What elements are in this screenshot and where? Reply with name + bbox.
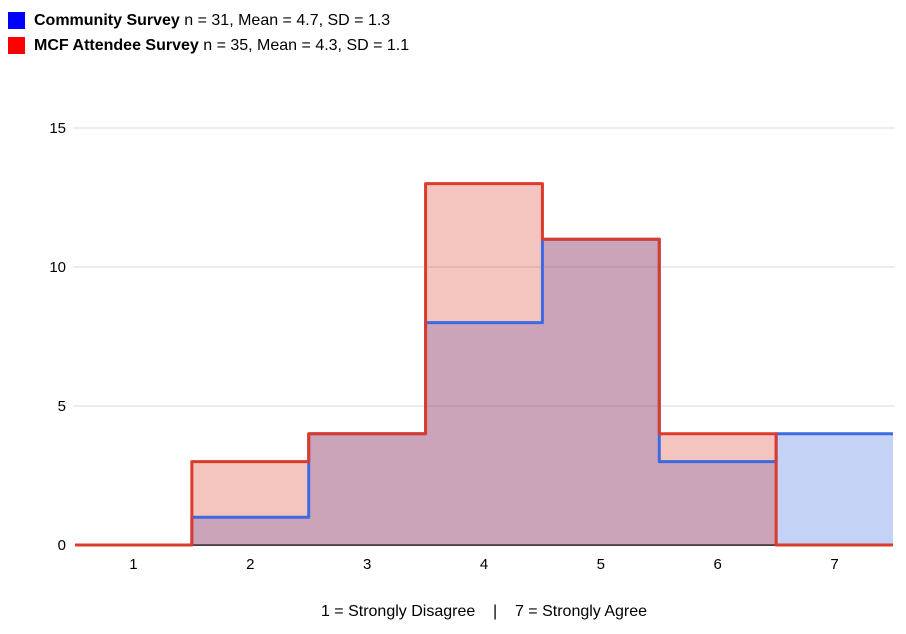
legend-item-community-survey: Community Survey n = 31, Mean = 4.7, SD …: [8, 11, 409, 30]
legend-label: MCF Attendee Survey n = 35, Mean = 4.3, …: [34, 36, 409, 55]
legend-swatch-blue-icon: [8, 12, 25, 29]
y-tick-label: 5: [58, 398, 66, 415]
series-area-0: [75, 239, 893, 545]
legend: Community Survey n = 31, Mean = 4.7, SD …: [8, 11, 409, 55]
y-tick-label: 10: [49, 259, 66, 276]
x-tick-label: 3: [363, 556, 371, 573]
series-line-0: [75, 237, 893, 547]
series-line-1: [75, 182, 893, 547]
x-tick-label: 7: [830, 556, 838, 573]
legend-item-mcf-attendee-survey: MCF Attendee Survey n = 35, Mean = 4.3, …: [8, 36, 409, 55]
y-tick-label: 15: [49, 120, 66, 137]
x-tick-label: 4: [480, 556, 488, 573]
x-tick-label: 5: [597, 556, 605, 573]
axis-caption: 1 = Strongly Disagree | 7 = Strongly Agr…: [320, 603, 648, 620]
x-tick-label: 1: [129, 556, 137, 573]
x-tick-label: 6: [714, 556, 722, 573]
legend-series-stats: n = 31, Mean = 4.7, SD = 1.3: [184, 12, 391, 29]
legend-series-name: MCF Attendee Survey: [34, 37, 199, 54]
legend-swatch-red-icon: [8, 37, 25, 54]
y-tick-label: 0: [58, 537, 66, 554]
legend-series-stats: n = 35, Mean = 4.3, SD = 1.1: [203, 37, 410, 54]
legend-label: Community Survey n = 31, Mean = 4.7, SD …: [34, 11, 390, 30]
x-tick-label: 2: [246, 556, 254, 573]
legend-series-name: Community Survey: [34, 12, 180, 29]
series-area-1: [75, 183, 893, 545]
